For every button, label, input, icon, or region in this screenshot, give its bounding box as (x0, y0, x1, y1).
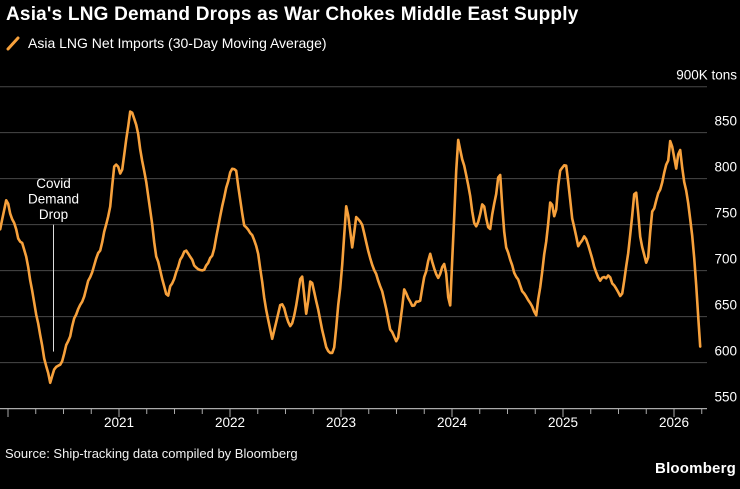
y-tick-label: 900K tons (676, 68, 737, 83)
x-tick-label: 2022 (215, 415, 245, 430)
y-tick-label: 700 (714, 252, 737, 267)
annotation-label: Drop (39, 207, 68, 222)
legend: Asia LNG Net Imports (30-Day Moving Aver… (6, 35, 327, 51)
x-tick-label: 2026 (659, 415, 689, 430)
x-tick-label: 2024 (437, 415, 468, 430)
x-tick-label: 2021 (104, 415, 134, 430)
y-tick-label: 600 (714, 344, 737, 359)
y-tick-label: 850 (714, 114, 737, 129)
y-tick-label: 550 (714, 390, 737, 405)
y-tick-label: 750 (714, 206, 737, 221)
chart-title: Asia's LNG Demand Drops as War Chokes Mi… (6, 4, 579, 25)
annotation-label: Covid (36, 176, 71, 191)
y-tick-label: 800 (714, 160, 737, 175)
x-tick-label: 2025 (548, 415, 578, 430)
source-note: Source: Ship-tracking data compiled by B… (5, 446, 298, 461)
bloomberg-logo: Bloomberg (655, 460, 736, 477)
series-line (0, 110, 702, 385)
line-series-icon (6, 36, 20, 50)
legend-label: Asia LNG Net Imports (30-Day Moving Aver… (28, 35, 327, 51)
x-tick-label: 2023 (326, 415, 356, 430)
annotation-label: Demand (28, 192, 79, 207)
y-tick-label: 650 (714, 298, 737, 313)
